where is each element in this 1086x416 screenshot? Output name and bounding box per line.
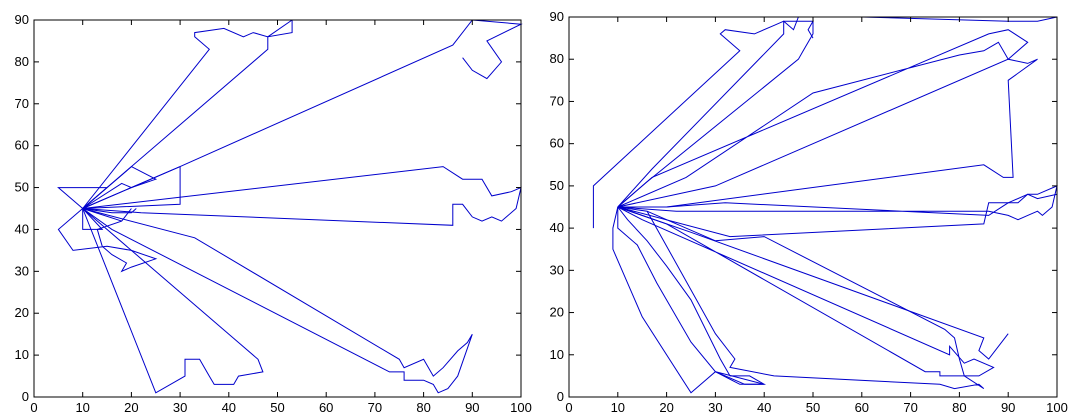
x-tick-label: 90 [1001,400,1015,415]
x-tick-label: 40 [757,400,771,415]
y-tick-label: 70 [550,93,564,108]
y-tick-label: 50 [15,180,29,195]
x-tick-label: 60 [319,400,333,415]
x-tick-label: 80 [416,400,430,415]
y-tick-label: 20 [550,305,564,320]
left-plot-panel: 0 10 20 30 40 50 60 70 80 90 100 0 10 20 30 40 50 60 70 80 9… [15,12,532,415]
series-line-8 [82,208,137,214]
x-tick-label: 10 [75,400,89,415]
y-tick-label: 90 [550,9,564,24]
right-plot-panel: 0 10 20 30 40 50 60 70 80 90 100 0 10 20 30 40 50 60 70 80 9… [550,9,1068,415]
y-tick-label: 40 [550,220,564,235]
series-line-5 [617,58,1038,208]
x-tick-label: 60 [855,400,869,415]
series-line-9 [617,206,995,377]
series-line-8 [617,206,1009,360]
y-tick-label: 80 [550,51,564,66]
y-tick-label: 0 [557,389,564,404]
series-line-10 [82,208,104,230]
series-line-3 [82,19,523,209]
y-tick-label: 60 [550,136,564,151]
y-tick-label: 70 [15,96,29,111]
series-line-7 [617,193,1058,238]
x-tick-label: 50 [270,400,284,415]
y-tick-label: 10 [550,347,564,362]
x-tick-label: 70 [903,400,917,415]
x-tick-label: 100 [1046,400,1068,415]
y-tick-label: 30 [15,263,29,278]
x-tick-label: 40 [222,400,236,415]
series-line-10 [617,206,985,390]
x-tick-label: 20 [659,400,673,415]
y-tick-label: 40 [15,221,29,236]
y-tick-label: 80 [15,54,29,69]
y-tick-label: 0 [22,389,29,404]
series-line-7 [82,166,522,226]
x-tick-label: 30 [173,400,187,415]
series-line-2 [617,20,814,208]
x-tick-label: 70 [368,400,382,415]
x-tick-label: 20 [124,400,138,415]
y-tick-label: 90 [15,12,29,27]
series-line-12 [82,208,473,394]
series-line-3 [617,16,1058,208]
series-line-11 [617,206,767,385]
y-tick-label: 30 [550,262,564,277]
x-tick-label: 50 [806,400,820,415]
y-tick-label: 10 [15,347,29,362]
series-line-12 [612,206,765,394]
x-tick-label: 100 [510,400,532,415]
series-line-11 [82,208,264,394]
series-line-1 [82,19,293,209]
series-line-6 [617,185,1058,221]
series-line-6 [57,187,109,209]
series-line-5 [82,166,158,209]
axes-frame [33,19,522,398]
x-tick-label: 30 [708,400,722,415]
x-tick-label: 80 [952,400,966,415]
y-tick-label: 50 [550,178,564,193]
series-line-1 [592,16,799,229]
x-tick-label: 0 [30,400,37,415]
x-tick-label: 90 [465,400,479,415]
series-line-4 [617,29,1029,208]
x-tick-label: 0 [565,400,572,415]
y-tick-label: 20 [15,305,29,320]
series-line-9 [57,208,158,273]
y-tick-label: 60 [15,138,29,153]
x-tick-label: 10 [611,400,625,415]
series-line-2 [82,20,293,209]
